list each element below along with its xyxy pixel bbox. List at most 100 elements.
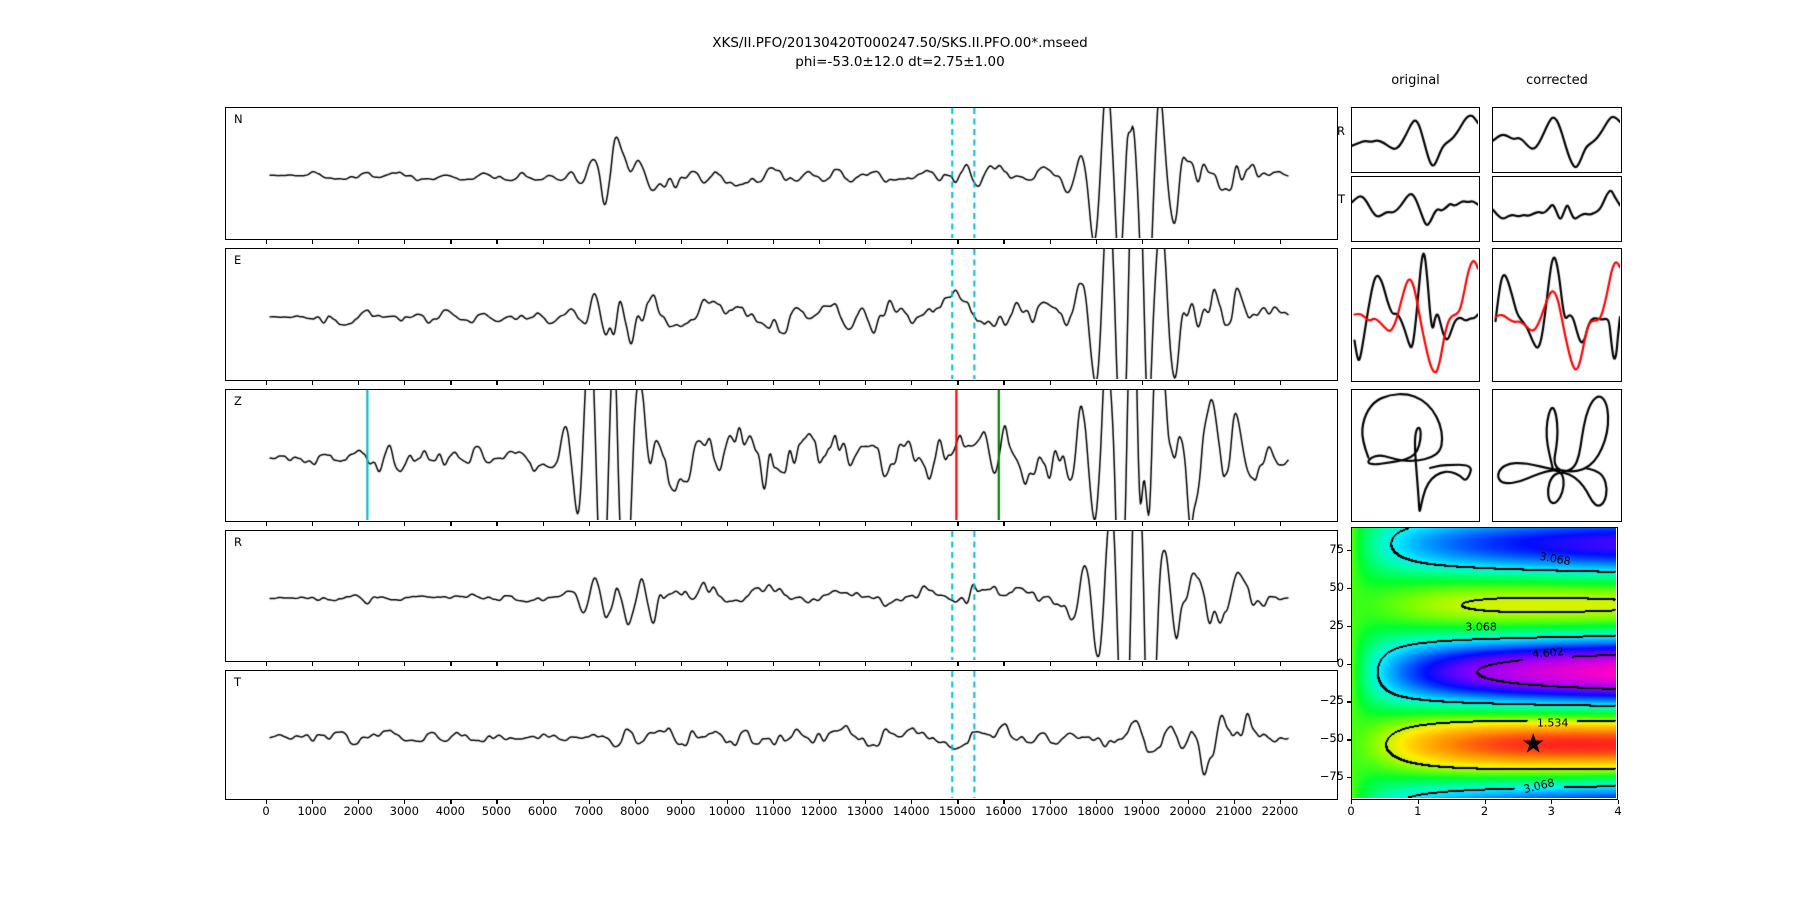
- x-axis-tick: [819, 240, 821, 244]
- x-axis-tick: [266, 800, 268, 804]
- x-tick-label: 14000: [892, 804, 930, 818]
- map-y-tick: [1347, 625, 1351, 627]
- x-axis-tick: [496, 240, 498, 244]
- map-y-tick-label: −50: [1319, 731, 1344, 746]
- seismogram-panel-label-T: T: [234, 675, 242, 689]
- x-axis-tick: [1233, 662, 1236, 666]
- map-x-tick-label: 4: [1614, 804, 1622, 818]
- error-surface-map: [1351, 527, 1618, 800]
- x-axis-tick: [1003, 800, 1005, 804]
- x-axis-tick: [588, 800, 590, 804]
- x-axis-tick: [1141, 522, 1143, 526]
- x-axis-tick: [1003, 381, 1005, 385]
- x-axis-tick: [542, 381, 544, 385]
- x-axis-tick: [819, 522, 821, 526]
- x-tick-label: 5000: [481, 804, 512, 818]
- x-tick-label: 2000: [343, 804, 373, 818]
- x-axis-tick: [680, 800, 682, 804]
- x-axis-tick: [1279, 240, 1282, 244]
- x-axis-tick: [404, 522, 406, 526]
- x-axis-tick: [726, 662, 729, 666]
- x-axis-tick: [496, 800, 498, 804]
- x-axis-tick: [957, 240, 959, 244]
- map-x-tick: [1551, 800, 1553, 804]
- x-axis-tick: [358, 522, 360, 526]
- fast-slow-panel-original-canvas: [1352, 249, 1478, 380]
- map-x-tick: [1351, 800, 1353, 804]
- pulse-panel-R-corrected-canvas: [1493, 108, 1620, 171]
- map-x-tick-label: 0: [1347, 804, 1355, 818]
- map-y-tick-label: −75: [1319, 769, 1344, 784]
- x-tick-label: 13000: [846, 804, 884, 818]
- x-axis-tick: [588, 662, 590, 666]
- x-axis-tick: [819, 381, 821, 385]
- map-y-tick-label: −25: [1319, 693, 1344, 708]
- x-axis-tick: [266, 662, 268, 666]
- x-tick-label: 12000: [800, 804, 838, 818]
- pulse-panel-R-original: [1351, 107, 1480, 173]
- x-axis-tick: [680, 522, 682, 526]
- seismogram-panel-R-canvas: [226, 531, 1336, 660]
- fast-slow-panel-original: [1351, 248, 1480, 382]
- x-tick-label: 8000: [620, 804, 650, 818]
- x-axis-tick: [1233, 381, 1236, 385]
- x-axis-tick: [772, 522, 775, 526]
- x-axis-tick: [957, 522, 959, 526]
- x-axis-tick: [1095, 662, 1097, 666]
- contour-label: 4.602: [1531, 645, 1565, 661]
- x-axis-tick: [450, 800, 452, 804]
- x-axis-tick: [957, 800, 959, 804]
- seismogram-panel-label-Z: Z: [234, 394, 242, 408]
- x-axis-tick: [911, 381, 913, 385]
- x-axis-tick: [266, 522, 268, 526]
- map-x-tick-label: 2: [1480, 804, 1489, 818]
- x-axis-tick: [1187, 662, 1189, 666]
- particle-motion-panel-corrected-canvas: [1493, 390, 1620, 520]
- x-axis-tick: [1049, 522, 1051, 526]
- seismogram-panel-Z: Z: [225, 389, 1338, 522]
- x-tick-label: 18000: [1077, 804, 1114, 818]
- map-y-tick: [1347, 663, 1351, 665]
- x-axis-tick: [726, 800, 729, 804]
- contour-label: 1.534: [1536, 716, 1569, 730]
- x-axis-tick: [1003, 662, 1005, 666]
- x-axis-tick: [865, 662, 867, 666]
- x-axis-tick: [588, 381, 590, 385]
- x-tick-label: 17000: [1031, 804, 1068, 818]
- x-axis-tick: [1187, 800, 1189, 804]
- x-axis-tick: [542, 800, 544, 804]
- x-axis-tick: [358, 240, 360, 244]
- x-axis-tick: [542, 522, 544, 526]
- x-axis-tick: [957, 381, 959, 385]
- map-y-tick-label: 75: [1329, 541, 1344, 556]
- error-surface-map-canvas: [1352, 528, 1616, 798]
- x-axis-tick: [404, 381, 406, 385]
- x-axis-tick: [1141, 800, 1143, 804]
- x-axis-tick: [542, 662, 544, 666]
- x-axis-tick: [634, 381, 636, 385]
- x-tick-label: 10000: [708, 804, 746, 818]
- pulse-row-label-t: T: [1337, 192, 1345, 206]
- x-axis-tick: [358, 381, 360, 385]
- x-axis-tick: [865, 381, 867, 385]
- seismogram-panel-E: E: [225, 248, 1338, 381]
- x-axis-tick: [634, 522, 636, 526]
- seismogram-panel-E-canvas: [226, 249, 1336, 379]
- x-axis-tick: [865, 800, 867, 804]
- x-axis-tick: [312, 240, 314, 244]
- pulse-row-label-r: R: [1337, 124, 1345, 138]
- map-x-tick: [1417, 800, 1419, 804]
- x-axis-tick: [1279, 522, 1282, 526]
- x-tick-label: 1000: [297, 804, 327, 818]
- x-axis-tick: [680, 662, 682, 666]
- x-axis-tick: [496, 522, 498, 526]
- best-solution-star-icon: ★: [1521, 728, 1546, 760]
- pulse-panel-T-original-canvas: [1352, 177, 1478, 240]
- x-axis-tick: [266, 381, 268, 385]
- particle-motion-panel-corrected: [1492, 389, 1622, 522]
- x-tick-label: 11000: [754, 804, 792, 818]
- x-tick-label: 7000: [573, 804, 604, 818]
- pulse-panel-R-original-canvas: [1352, 108, 1478, 171]
- x-axis-tick: [911, 240, 913, 244]
- x-axis-tick: [496, 662, 498, 666]
